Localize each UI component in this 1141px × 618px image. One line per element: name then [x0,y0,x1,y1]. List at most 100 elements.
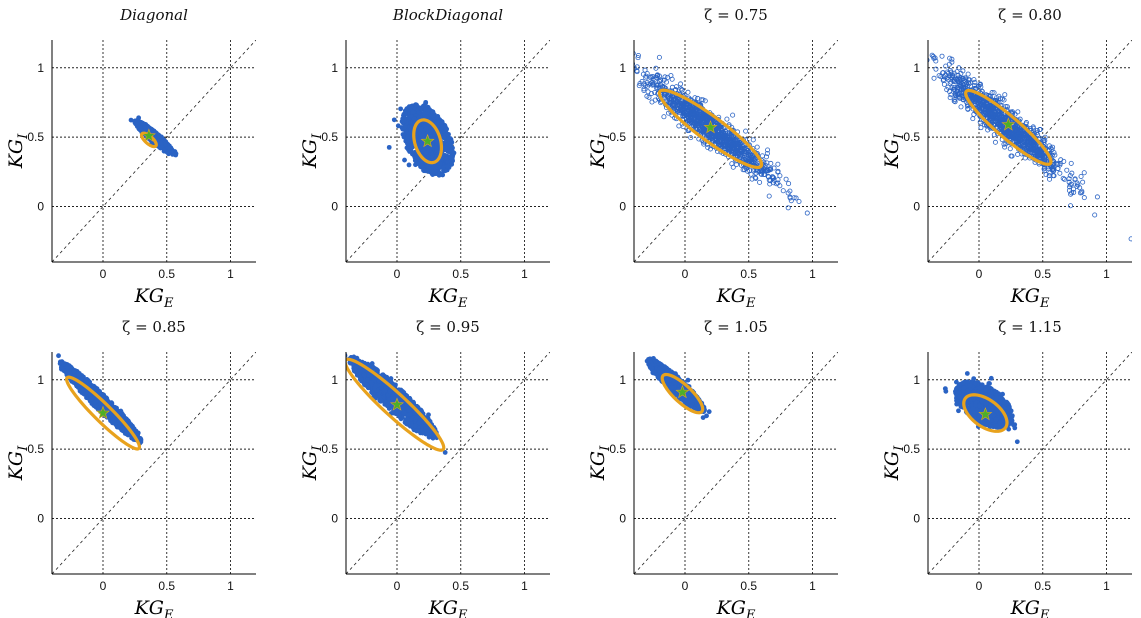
data-point [758,168,764,174]
data-point [961,77,967,83]
x-axis-label: KGE [134,285,174,311]
data-point [1013,127,1019,133]
y-axis-label-main: KG [5,139,27,169]
data-point [692,105,698,111]
diagonal-line [52,352,256,574]
data-point [135,430,141,436]
data-point [641,86,647,92]
data-point [941,81,947,87]
data-point [439,124,445,130]
data-point [965,71,971,77]
y-tick-label: 0 [331,200,338,214]
data-point [796,198,802,204]
data-point [1060,175,1066,181]
data-point [695,95,701,101]
data-point [414,102,419,108]
data-point [629,63,633,67]
data-point [128,117,134,123]
data-point [970,116,976,122]
y-tick-label: 1 [619,61,626,75]
x-axis-label-main: KG [716,285,746,307]
data-point [421,110,427,116]
data-point [646,94,652,100]
y-tick-label: 1 [37,61,44,75]
data-point [700,124,706,130]
data-point [951,98,957,104]
data-point [933,66,939,72]
data-point [983,110,989,116]
data-point [722,132,728,138]
data-point [917,50,921,54]
data-point [957,95,963,101]
y-axis-label-main: KG [299,139,321,169]
data-point [645,89,651,95]
data-point [736,141,742,147]
data-point [788,198,794,204]
data-point [773,181,779,187]
data-point [660,83,666,89]
data-point [626,57,630,61]
data-point [754,144,760,150]
data-point [61,361,67,367]
data-point [1052,152,1058,158]
data-point [956,65,962,71]
data-point [653,65,659,71]
data-point [695,114,701,120]
y-tick-label: 1 [331,61,338,75]
data-point [688,135,694,141]
covariance-ellipse [964,88,1053,166]
x-axis-label-sub: E [1039,296,1050,311]
data-point [1007,146,1013,152]
data-point [954,85,960,91]
data-point [989,90,995,96]
data-point [1069,170,1075,176]
data-point [749,157,755,163]
data-point [936,73,942,79]
data-point [742,152,748,158]
data-point [783,176,789,182]
panel-title: BlockDiagonal [392,6,503,24]
data-point [1037,135,1043,141]
data-point [1000,123,1006,129]
data-point [1080,179,1086,185]
data-point [402,108,408,114]
panel-title: ζ = 0.85 [122,318,186,336]
data-point [1067,173,1073,179]
data-point [418,126,424,132]
data-point [1006,129,1012,135]
data-point [752,175,758,181]
data-point [917,40,921,44]
data-point [700,129,706,135]
data-point [1026,134,1032,140]
data-point [1047,170,1053,176]
data-point [395,123,401,129]
data-point [915,55,919,59]
data-point [712,135,718,141]
y-axis-label-sub: I [892,133,907,140]
data-point [1057,170,1063,176]
data-point [408,148,414,154]
data-point [617,43,621,47]
data-point [705,144,711,150]
data-point [996,93,1002,99]
data-point [416,110,422,115]
x-tick-label: 0.5 [1034,267,1051,281]
data-point [67,371,73,376]
data-point [952,99,958,105]
data-point [982,103,988,109]
data-point [1071,189,1077,195]
data-point [405,135,411,140]
data-point [634,61,636,66]
data-point [766,193,772,199]
data-point [671,97,677,103]
data-point [667,101,673,107]
y-axis-label-sub: I [598,133,613,140]
data-point [965,106,971,112]
data-point [921,70,925,74]
data-point [1079,190,1085,196]
data-point [947,80,953,86]
y-tick-label: 0.5 [321,130,338,144]
data-point [958,70,964,76]
data-point [756,168,762,174]
data-point [951,70,957,76]
